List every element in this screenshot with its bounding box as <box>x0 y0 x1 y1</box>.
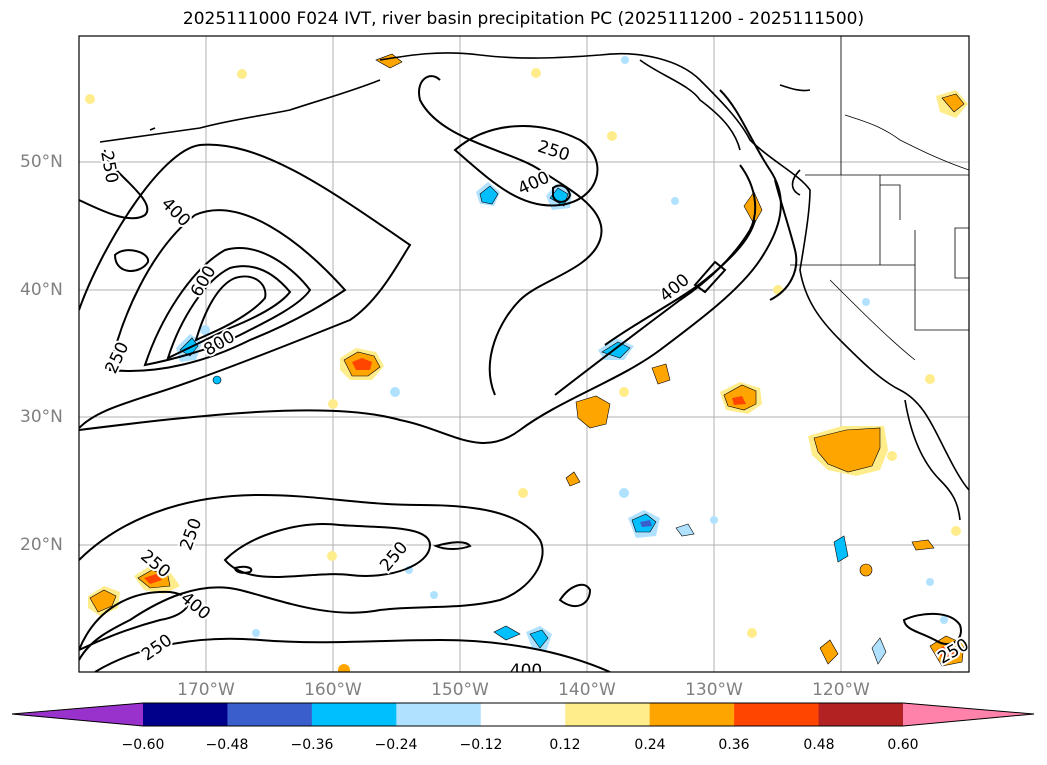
lon-label-150w: 150°W <box>431 680 489 700</box>
lon-label-120w: 120°W <box>812 680 870 700</box>
colorbar-label: −0.60 <box>121 737 165 753</box>
precip-positive-blobs <box>85 53 968 672</box>
contour-label: 400 <box>510 661 542 681</box>
colorbar-extend-high <box>903 703 1034 726</box>
colorbar-segment <box>480 703 566 726</box>
colorbar-label: 0.60 <box>887 737 919 753</box>
colorbar-label: 0.12 <box>549 737 581 753</box>
lon-label-130w: 130°W <box>685 680 743 700</box>
colorbar-segment <box>565 703 651 726</box>
colorbar-segment <box>818 703 904 726</box>
colorbar-segment <box>396 703 482 726</box>
coastline <box>99 52 969 521</box>
map-frame <box>78 35 970 673</box>
map-figure: 250 400 600 800 250 250 400 250 400 250 … <box>78 35 970 681</box>
colorbar-label: 0.48 <box>803 737 835 753</box>
colorbar-extend-low <box>12 703 143 726</box>
lon-label-140w: 140°W <box>558 680 616 700</box>
lon-label-170w: 170°W <box>177 680 235 700</box>
colorbar-segment <box>311 703 397 726</box>
lat-label-20n: 20°N <box>20 535 63 555</box>
colorbar-segment <box>734 703 820 726</box>
lat-label-40n: 40°N <box>20 280 63 300</box>
colorbar-segment <box>143 703 228 726</box>
colorbar-label: −0.24 <box>374 737 418 753</box>
colorbar-outline <box>11 702 1035 727</box>
colorbar-label: 0.24 <box>634 737 666 753</box>
ivt-contours <box>79 75 962 672</box>
map-frame-bg <box>79 36 969 672</box>
lat-label-50n: 50°N <box>20 152 63 172</box>
colorbar-label: −0.48 <box>205 737 249 753</box>
lat-label-30n: 30°N <box>20 407 63 427</box>
map-title: 2025111000 F024 IVT, river basin precipi… <box>182 9 865 29</box>
colorbar-label: −0.12 <box>459 737 503 753</box>
colorbar-segment <box>227 703 313 726</box>
colorbar-segments <box>12 703 1034 726</box>
lon-label-160w: 160°W <box>304 680 362 700</box>
colorbar-segment <box>649 703 735 726</box>
colorbar-label: −0.36 <box>290 737 334 753</box>
colorbar-label: 0.36 <box>718 737 750 753</box>
political-borders <box>790 36 969 361</box>
